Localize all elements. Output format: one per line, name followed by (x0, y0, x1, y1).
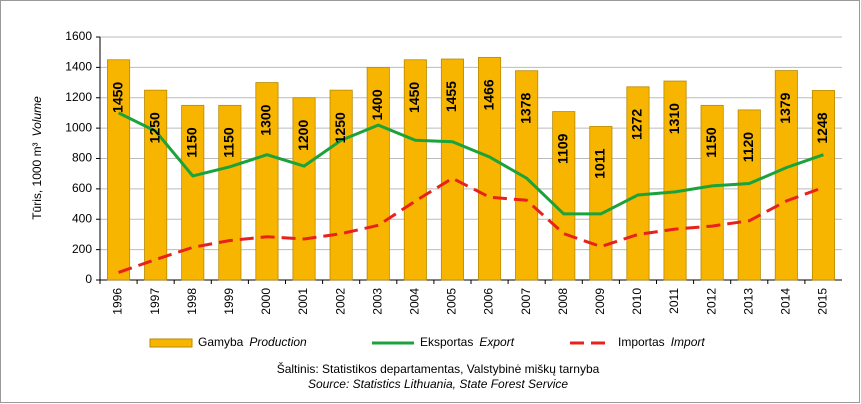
value-label: 1310 (666, 103, 682, 134)
y-label-en: Volume (30, 96, 44, 137)
bar (737, 109, 761, 281)
y-axis-label: Tūris, 1000 m³ Volume (30, 96, 44, 220)
value-label: 1466 (480, 79, 496, 110)
value-label: 1120 (740, 132, 756, 163)
x-tick-label: 1998 (185, 288, 199, 315)
y-tick-label: 800 (72, 151, 92, 165)
x-tick-label: 2003 (370, 288, 384, 315)
y-tick-label: 600 (72, 181, 92, 195)
source: Šaltinis: Statistikos departamentas, Val… (277, 361, 600, 376)
x-tick-label: 2005 (445, 288, 459, 315)
legend-name: Importas (618, 335, 665, 349)
x-tick-label: 2012 (704, 288, 718, 315)
bar (292, 97, 316, 281)
source-en: Source: Statistics Lithuania, State Fore… (308, 377, 568, 391)
y-tick-label: 1400 (65, 60, 92, 74)
x-tick-label: 2002 (333, 288, 347, 315)
value-label: 1300 (258, 104, 274, 135)
bar (626, 86, 650, 281)
x-tick-label: 2000 (259, 288, 273, 315)
value-label: 1150 (221, 127, 237, 158)
legend-name: Eksportas (420, 335, 473, 349)
bar (403, 59, 427, 281)
bar (700, 104, 724, 281)
export-line (117, 111, 824, 216)
legend-label: Gamyba Production (198, 335, 307, 349)
x-tick-label: 2009 (593, 288, 607, 315)
x-tick-label: 2013 (741, 288, 755, 315)
x-tick-label: 2006 (482, 288, 496, 315)
value-label: 1250 (146, 112, 162, 143)
y-tick-label: 1600 (65, 29, 92, 43)
x-tick-label: 2010 (630, 288, 644, 315)
value-label: 1200 (295, 120, 311, 151)
value-label: 1250 (332, 112, 348, 143)
legend-label: Importas Import (618, 335, 705, 349)
bar (589, 126, 613, 281)
value-label: 1150 (183, 127, 199, 158)
x-tick-label: 2007 (519, 288, 533, 315)
y-label-lt: Tūris, 1000 m³ (30, 142, 44, 219)
value-label: 1011 (592, 148, 608, 179)
x-tick-label: 2004 (408, 288, 422, 315)
bar (552, 111, 576, 281)
legend-name: Gamyba (198, 335, 244, 349)
bar (478, 56, 502, 281)
value-label: 1150 (703, 127, 719, 158)
y-tick-label: 200 (72, 242, 92, 256)
bar (515, 70, 539, 281)
value-label: 1248 (814, 112, 830, 143)
x-tick-label: 1997 (148, 288, 162, 315)
x-tick-label: 2014 (779, 288, 793, 315)
x-tick-label: 2008 (556, 288, 570, 315)
legend-label: Eksportas Export (420, 335, 515, 349)
value-label: 1378 (517, 93, 533, 124)
x-tick-label: 2001 (296, 288, 310, 315)
value-label: 1450 (109, 82, 125, 113)
bar (181, 104, 205, 281)
bar (218, 104, 242, 281)
value-label: 1450 (406, 82, 422, 113)
value-label: 1400 (369, 89, 385, 120)
legend-name-en: Export (479, 335, 514, 349)
bar (774, 70, 798, 281)
value-label: 1109 (554, 133, 570, 164)
x-tick-label: 2015 (816, 288, 830, 315)
y-tick-label: 400 (72, 211, 92, 225)
value-label: 1379 (777, 92, 793, 123)
y-tick-label: 1000 (65, 120, 92, 134)
bar (255, 82, 279, 281)
y-tick-label: 0 (85, 272, 92, 286)
x-tick-label: 1996 (111, 288, 125, 315)
legend-name-en: Production (249, 335, 307, 349)
bar (440, 58, 464, 281)
x-tick-label: 1999 (222, 288, 236, 315)
legend-name-en: Import (671, 335, 706, 349)
x-tick-label: 2011 (667, 288, 681, 314)
bar (811, 90, 835, 281)
value-label: 1455 (443, 81, 459, 112)
value-label: 1272 (629, 109, 645, 140)
legend-swatch (149, 338, 193, 348)
y-tick-label: 1200 (65, 90, 92, 104)
